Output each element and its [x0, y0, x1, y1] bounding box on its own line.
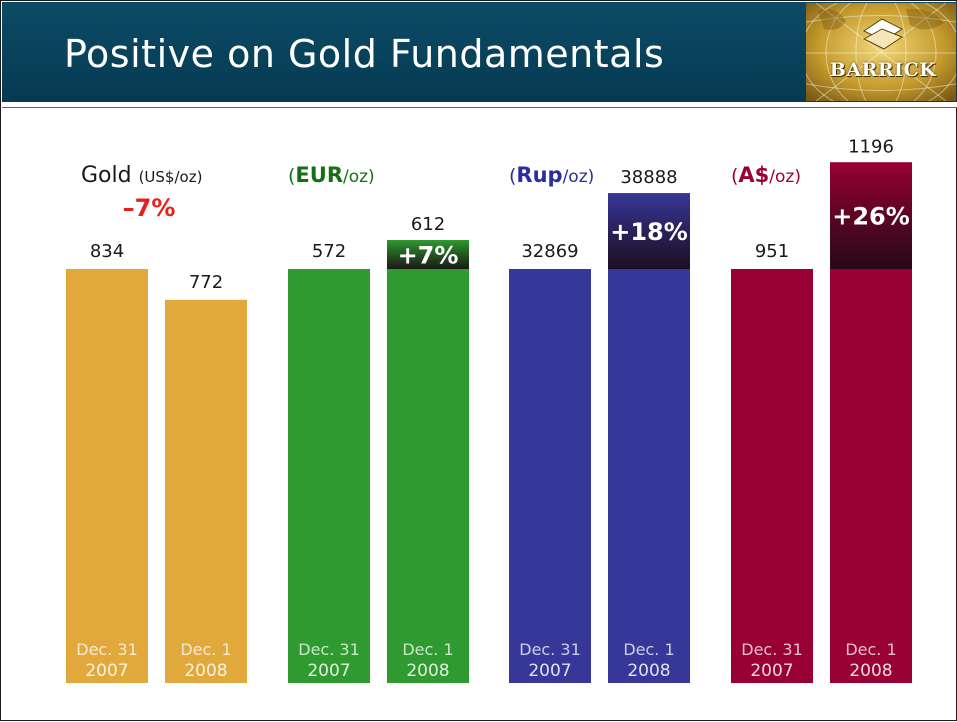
gold-year-2007: 2007: [85, 661, 128, 681]
aud-year-2007: 2007: [750, 661, 793, 681]
eur-date-2008: Dec. 1: [402, 640, 453, 659]
eur-group-label: (EUR/oz): [288, 163, 375, 187]
rup-date-2008: Dec. 1: [623, 640, 674, 659]
aud-change-label: +26%: [832, 203, 910, 231]
gold-bar-2007: [66, 269, 148, 683]
aud-increase-segment: [830, 162, 912, 269]
gold-group-label: Gold (US$/oz): [81, 163, 202, 188]
eur-bar-2007: [288, 269, 370, 683]
aud-date-2007: Dec. 31: [741, 640, 803, 659]
aud-group-label: (A$/oz): [731, 163, 801, 187]
rup-date-2007: Dec. 31: [519, 640, 581, 659]
gold-year-2008: 2008: [184, 661, 227, 681]
rup-bar-2007: [509, 269, 591, 683]
aud-date-2008: Dec. 1: [845, 640, 896, 659]
gold-date-2007: Dec. 31: [76, 640, 138, 659]
gold-value-2008: 772: [189, 272, 223, 293]
header-bar: Positive on Gold Fundamentals: [2, 2, 957, 107]
rup-year-2007: 2007: [528, 661, 571, 681]
rup-value-2007: 32869: [521, 241, 578, 262]
eur-year-2008: 2008: [406, 661, 449, 681]
rup-value-2008: 38888: [620, 167, 677, 188]
eur-date-2007: Dec. 31: [298, 640, 360, 659]
eur-change-label: +7%: [398, 242, 459, 270]
eur-year-2007: 2007: [307, 661, 350, 681]
barrick-logo: [806, 3, 956, 101]
aud-year-2008: 2008: [849, 661, 892, 681]
eur-increase-segment: [387, 240, 469, 269]
aud-value-2007: 951: [755, 241, 789, 262]
rup-bar-2008: [608, 193, 690, 683]
aud-value-2008: 1196: [848, 136, 894, 157]
aud-bar-2007: [731, 269, 813, 683]
rup-change-label: +18%: [610, 218, 688, 246]
rup-group-label: (Rup/oz): [509, 163, 594, 187]
rup-year-2008: 2008: [627, 661, 670, 681]
gold-value-2007: 834: [90, 241, 124, 262]
gold-bar-2008: [165, 299, 247, 683]
logo-text: BARRICK: [829, 59, 937, 81]
gold-date-2008: Dec. 1: [180, 640, 231, 659]
eur-value-2008: 612: [411, 214, 445, 235]
rup-increase-segment: [608, 193, 690, 269]
eur-bar-2008: [387, 240, 469, 683]
eur-value-2007: 572: [312, 241, 346, 262]
slide-title: Positive on Gold Fundamentals: [64, 32, 665, 76]
gold-change-label: –7%: [123, 194, 176, 222]
